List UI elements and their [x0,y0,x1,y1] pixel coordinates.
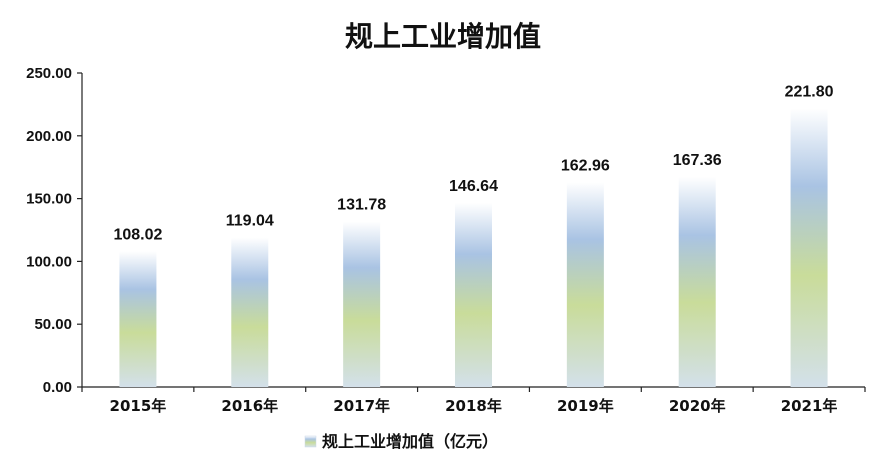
x-tick-label: 2020年 [669,397,726,415]
bar [566,182,604,387]
x-tick-label: 2018年 [445,397,502,415]
y-tick-label: 100.00 [26,253,72,270]
bar [678,176,716,387]
axes: 0.00 50.00 100.00 150.00 200.00 250.00 2015年 20… [26,65,866,415]
bar [343,221,381,387]
data-label: 131.78 [337,196,386,213]
legend-label: 规上工业增加值（亿元） [322,432,498,451]
data-labels: 108.02 119.04 131.78 146.64 162.96 167.36 221.… [113,83,833,243]
bar [455,202,492,387]
x-tick-label: 2017年 [333,397,390,415]
y-tick-label: 200.00 [26,128,72,145]
y-tick-label: 250.00 [26,65,72,82]
bars [119,108,828,388]
data-label: 119.04 [226,212,274,229]
chart-title: 规上工业增加值 [345,20,541,53]
legend: 规上工业增加值（亿元） [304,432,498,451]
x-tick-label: 2016年 [221,397,278,415]
bar [790,108,828,388]
y-tick-label: 150.00 [26,191,72,208]
y-tick-label: 50.00 [34,316,72,333]
data-label: 146.64 [449,178,498,195]
data-label: 162.96 [561,157,610,174]
x-tick-label: 2019年 [557,397,614,415]
x-tick-label: 2015年 [110,397,167,415]
data-label: 167.36 [673,152,722,169]
bar [119,251,157,387]
data-label: 221.80 [785,83,834,100]
y-tick-label: 0.00 [43,379,72,396]
bar [231,237,269,387]
legend-swatch [304,435,317,448]
data-label: 108.02 [113,226,162,243]
x-tick-label: 2021年 [781,397,838,415]
